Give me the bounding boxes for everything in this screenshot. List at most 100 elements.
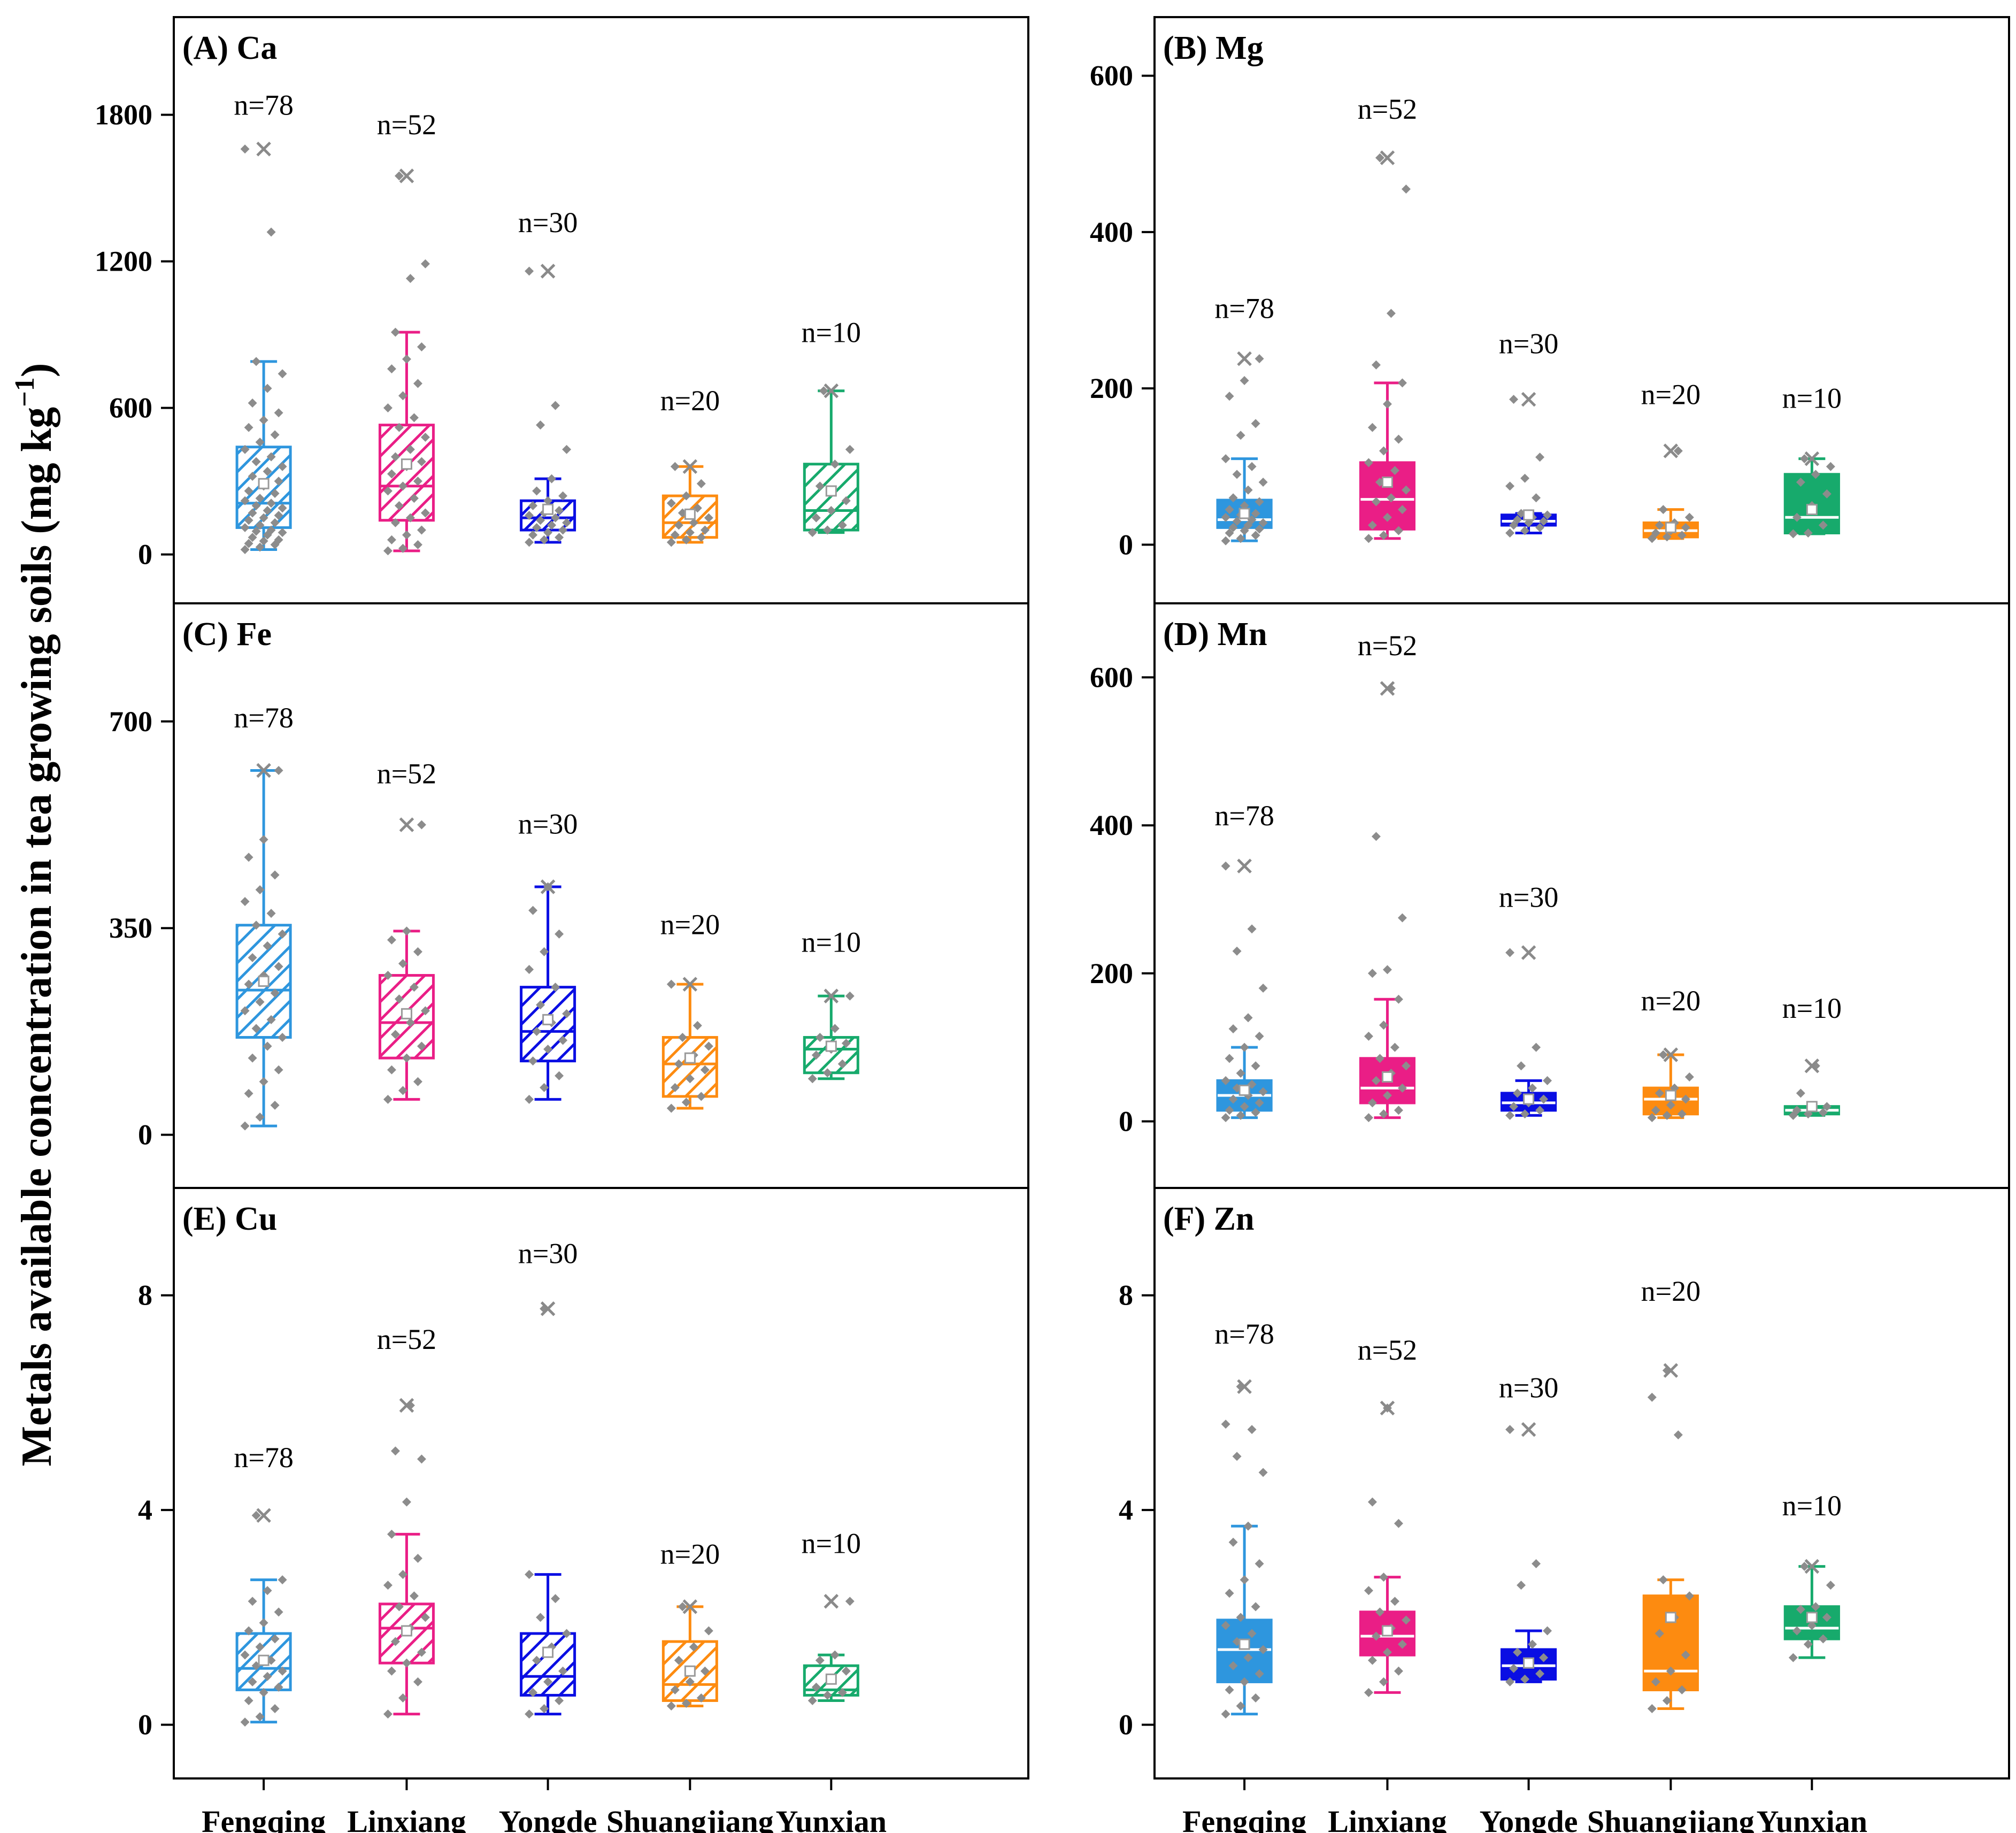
data-point <box>674 1655 683 1665</box>
data-point <box>1228 1024 1238 1034</box>
data-point <box>1397 505 1407 515</box>
data-point <box>390 518 400 527</box>
data-point <box>383 1581 393 1590</box>
data-point <box>1397 378 1407 388</box>
y-axis-label-text: Metals available concentration in tea gr… <box>13 407 60 1467</box>
data-point <box>1662 532 1672 542</box>
data-point <box>1221 1076 1230 1085</box>
max-marker <box>682 1599 698 1614</box>
box-fengqing: n=78 <box>234 1441 294 1727</box>
mean-marker <box>1806 504 1818 516</box>
data-point <box>807 1696 817 1705</box>
data-point <box>1505 1677 1515 1686</box>
data-point <box>830 459 840 469</box>
sample-size-label: n=78 <box>234 702 293 734</box>
data-point <box>405 1018 415 1027</box>
data-point <box>405 444 415 454</box>
data-point <box>259 835 268 845</box>
data-point <box>240 1717 250 1727</box>
data-point <box>1367 1497 1377 1507</box>
data-point <box>1379 1573 1388 1582</box>
y-tick-label: 0 <box>138 1119 152 1151</box>
x-tick-label-yongde: Yongde <box>1480 1804 1578 1833</box>
data-point <box>1647 1113 1657 1123</box>
data-point <box>666 538 676 547</box>
data-point <box>1247 462 1257 471</box>
data-point <box>1803 528 1813 538</box>
data-point <box>248 1053 257 1063</box>
y-tick-label: 0 <box>138 1709 152 1741</box>
sample-size-label: n=52 <box>377 1323 436 1355</box>
data-point <box>1258 1645 1268 1654</box>
data-point <box>1818 1108 1828 1117</box>
data-point <box>1255 354 1264 364</box>
data-point <box>704 1041 713 1051</box>
data-point <box>1681 1650 1690 1660</box>
data-point <box>1251 531 1260 540</box>
data-point <box>1394 1666 1403 1676</box>
data-point <box>1221 1709 1230 1719</box>
data-point <box>1251 1693 1260 1702</box>
data-point <box>1225 1106 1234 1115</box>
max-marker <box>1804 451 1820 466</box>
data-point <box>1225 1589 1234 1598</box>
data-point <box>1684 512 1694 522</box>
data-point <box>1401 185 1411 194</box>
data-point <box>1799 1562 1809 1571</box>
mean-marker <box>258 1654 270 1666</box>
data-point <box>692 1021 702 1030</box>
data-point <box>274 1607 283 1617</box>
data-point <box>244 539 253 548</box>
data-point <box>1822 1613 1832 1622</box>
data-point <box>390 1446 400 1456</box>
data-point <box>1243 1653 1253 1662</box>
data-point <box>1792 1626 1802 1636</box>
data-point <box>1236 1701 1245 1711</box>
data-point <box>1539 1653 1549 1662</box>
data-point <box>696 479 706 488</box>
data-point <box>413 379 422 388</box>
data-point <box>1221 454 1230 464</box>
data-point <box>670 462 680 471</box>
data-point <box>562 1629 572 1638</box>
data-point <box>1684 1591 1694 1601</box>
data-point <box>1225 528 1234 538</box>
data-point <box>1382 512 1392 522</box>
data-point <box>1655 1088 1664 1098</box>
data-point <box>1382 965 1392 975</box>
data-point <box>1401 485 1411 495</box>
data-point <box>387 364 396 374</box>
data-point <box>413 947 422 956</box>
panel-frame <box>173 1187 1029 1780</box>
data-point <box>1364 1113 1373 1123</box>
data-point <box>704 513 713 523</box>
data-point <box>700 1666 710 1676</box>
data-point <box>1658 505 1668 515</box>
sample-size-label: n=52 <box>1358 93 1417 125</box>
data-point <box>244 1088 253 1098</box>
data-point <box>525 538 534 547</box>
data-point <box>1528 1083 1537 1093</box>
data-point <box>666 979 676 989</box>
data-point <box>1513 1647 1522 1657</box>
mean-marker <box>542 1646 554 1658</box>
data-point <box>420 1613 430 1622</box>
data-point <box>670 530 680 540</box>
data-point <box>1225 392 1234 401</box>
max-marker <box>824 383 839 398</box>
data-point <box>248 533 257 542</box>
data-point <box>420 432 430 442</box>
box-outline <box>1359 1057 1415 1105</box>
data-point <box>1221 1113 1230 1123</box>
data-point <box>1509 1663 1519 1673</box>
data-point <box>1662 1696 1672 1705</box>
data-point <box>248 508 257 518</box>
data-point <box>398 958 407 968</box>
max-marker <box>682 977 698 992</box>
data-point <box>1528 1639 1537 1649</box>
max-marker <box>540 1301 556 1316</box>
box-linxiang: n=52 <box>377 758 436 1104</box>
y-axis-label-superscript: −1 <box>10 377 40 407</box>
data-point <box>390 1030 400 1039</box>
data-point <box>1543 510 1552 520</box>
